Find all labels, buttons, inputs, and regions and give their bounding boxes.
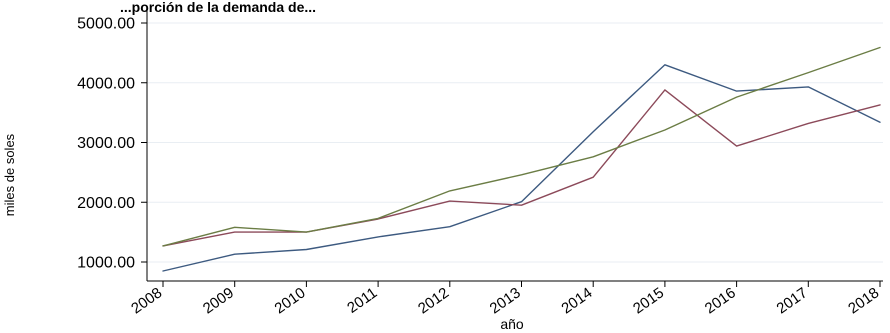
x-tick-label: 2009 (200, 284, 237, 317)
y-tick-label: 2000.00 (77, 195, 135, 212)
series-line-1 (162, 64, 881, 272)
x-tick-label: 2015 (630, 284, 667, 317)
x-tick-label: 2008 (128, 284, 165, 317)
y-tick-label: 4000.00 (77, 75, 135, 92)
y-tick-label: 5000.00 (77, 16, 135, 33)
x-tick-label: 2011 (344, 284, 380, 316)
caption-fragment: ...porción de la demanda de... (120, 0, 316, 15)
x-tick-label: 2018 (845, 284, 882, 317)
x-tick-label: 2017 (774, 284, 811, 317)
y-tick-label: 3000.00 (77, 135, 135, 152)
x-axis-title: año (500, 316, 524, 332)
gridlines (147, 22, 883, 263)
x-tick-label: 2012 (415, 284, 452, 317)
y-axis-ticks: 1000.00 2000.00 3000.00 4000.00 5000.00 (77, 16, 147, 272)
y-axis-title: miles de soles (2, 133, 17, 216)
x-tick-label: 2014 (558, 284, 595, 317)
series-line-3 (162, 46, 881, 247)
x-axis-ticks: 2008 2009 2010 2011 2012 2013 2014 2015 2016 2017… (128, 281, 882, 317)
y-tick-label: 1000.00 (77, 255, 135, 272)
axes (146, 6, 883, 282)
series-line-2 (162, 89, 881, 247)
x-tick-label: 2010 (272, 284, 309, 317)
series-lines (162, 46, 881, 272)
x-tick-label: 2016 (702, 284, 739, 317)
x-tick-label: 2013 (487, 284, 524, 317)
